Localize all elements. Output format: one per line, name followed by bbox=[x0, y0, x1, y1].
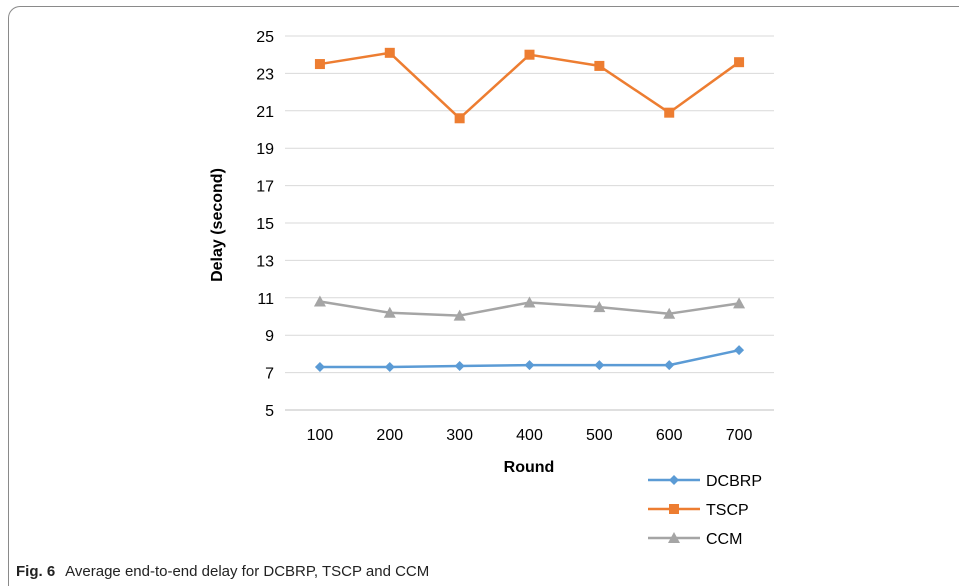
data-point-ccm bbox=[733, 297, 746, 309]
data-point-tscp bbox=[594, 60, 605, 71]
x-tick-label: 500 bbox=[586, 427, 613, 444]
y-tick-label: 5 bbox=[265, 403, 274, 420]
data-point-dcbrp bbox=[314, 361, 325, 372]
legend-marker bbox=[669, 475, 679, 485]
data-point-tscp bbox=[524, 49, 535, 60]
data-point-dcbrp bbox=[454, 361, 465, 372]
series-group bbox=[313, 47, 746, 372]
legend-item-dcbrp: DCBRP bbox=[648, 473, 762, 490]
y-tick-label: 7 bbox=[265, 366, 274, 383]
y-tick-label: 13 bbox=[256, 253, 274, 270]
legend-label: CCM bbox=[706, 531, 742, 548]
y-tick-label: 21 bbox=[256, 104, 274, 121]
x-tick-label: 200 bbox=[376, 427, 403, 444]
data-point-tscp bbox=[664, 107, 675, 118]
data-point-tscp bbox=[454, 113, 465, 124]
x-tick-label: 400 bbox=[516, 427, 543, 444]
y-tick-label: 19 bbox=[256, 141, 274, 158]
data-point-tscp bbox=[314, 59, 325, 70]
y-tick-label: 9 bbox=[265, 328, 274, 345]
data-point-ccm bbox=[593, 301, 606, 313]
data-point-dcbrp bbox=[734, 345, 745, 356]
data-point-dcbrp bbox=[524, 360, 535, 371]
series-ccm bbox=[313, 295, 746, 321]
y-tick-label: 15 bbox=[256, 216, 274, 233]
caption-text: Average end-to-end delay for DCBRP, TSCP… bbox=[65, 563, 430, 580]
y-tick-label: 25 bbox=[256, 29, 274, 46]
grid-lines bbox=[285, 35, 774, 411]
legend-label: DCBRP bbox=[706, 473, 762, 490]
data-point-ccm bbox=[663, 307, 676, 319]
data-point-dcbrp bbox=[664, 360, 675, 371]
legend-marker bbox=[668, 532, 680, 543]
x-tick-label: 700 bbox=[726, 427, 753, 444]
y-tick-label: 11 bbox=[257, 291, 274, 308]
data-point-ccm bbox=[523, 296, 536, 308]
legend-item-tscp: TSCP bbox=[648, 502, 749, 519]
legend: DCBRP TSCP CCM bbox=[648, 473, 762, 548]
y-tick-labels: 5 7 9 11 13 15 17 19 21 23 25 bbox=[256, 29, 274, 420]
x-tick-label: 300 bbox=[446, 427, 473, 444]
legend-item-ccm: CCM bbox=[648, 531, 742, 548]
x-tick-labels: 100 200 300 400 500 600 700 bbox=[307, 427, 753, 444]
x-tick-label: 100 bbox=[307, 427, 334, 444]
series-line-tscp bbox=[319, 51, 740, 120]
data-point-tscp bbox=[384, 47, 395, 58]
y-axis-label: Delay (second) bbox=[209, 168, 226, 282]
data-point-dcbrp bbox=[384, 361, 395, 372]
data-point-ccm bbox=[453, 309, 466, 321]
figure-label: Fig. 6 bbox=[16, 563, 56, 580]
legend-label: TSCP bbox=[706, 502, 749, 519]
series-tscp bbox=[314, 47, 745, 124]
series-dcbrp bbox=[314, 345, 745, 372]
x-tick-label: 600 bbox=[656, 427, 683, 444]
y-tick-label: 23 bbox=[256, 66, 274, 83]
figure-caption: Fig. 6 Average end-to-end delay for DCBRP… bbox=[16, 563, 429, 580]
y-tick-label: 17 bbox=[256, 179, 274, 196]
data-point-tscp bbox=[734, 57, 745, 68]
figure-frame bbox=[8, 6, 959, 586]
legend-marker bbox=[669, 504, 679, 514]
data-point-ccm bbox=[383, 306, 396, 318]
data-point-dcbrp bbox=[594, 360, 605, 371]
data-point-ccm bbox=[313, 295, 326, 307]
x-axis-label: Round bbox=[504, 459, 555, 476]
